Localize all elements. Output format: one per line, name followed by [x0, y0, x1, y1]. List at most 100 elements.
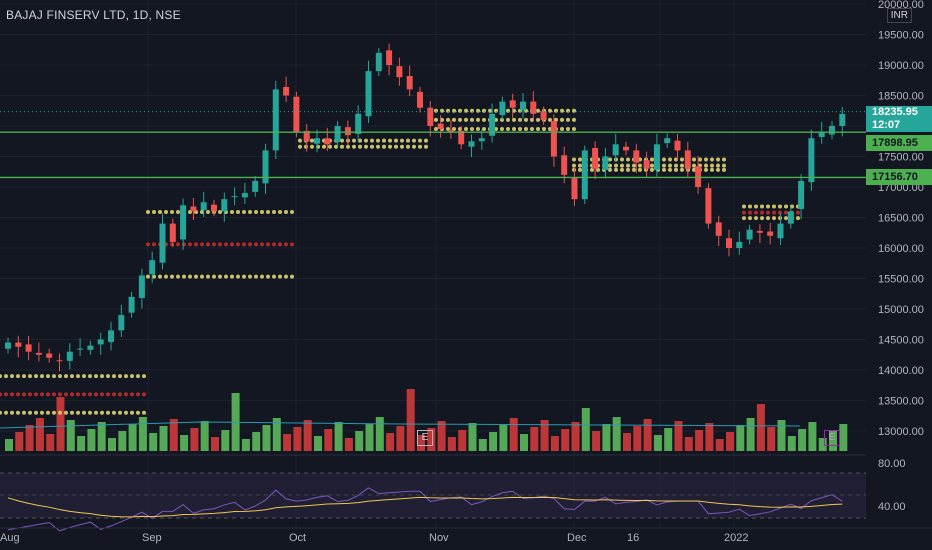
volume-bar [77, 436, 86, 451]
candle-body [293, 96, 300, 133]
indicator-dot [248, 210, 252, 215]
candle-body [169, 223, 176, 242]
volume-bar [777, 420, 786, 451]
candle-body [777, 223, 784, 239]
candle-body [128, 296, 135, 313]
volume-bar [87, 429, 96, 451]
candle-body [35, 352, 42, 355]
indicator-dot [188, 242, 192, 247]
indicator-dot [290, 274, 294, 279]
indicator-dot [578, 167, 582, 172]
candle-body [695, 166, 702, 187]
indicator-dot [230, 274, 234, 279]
indicator-dot [766, 216, 770, 221]
volume-bar [736, 425, 745, 451]
volume-bar [715, 439, 724, 451]
indicator-dot [742, 216, 746, 221]
indicator-dot [82, 374, 86, 379]
indicator-dot [260, 274, 264, 279]
indicator-dot [452, 108, 456, 113]
indicator-dot [754, 210, 758, 215]
indicator-dot [650, 163, 654, 168]
currency-button[interactable]: INR [886, 8, 912, 23]
time-tick-label: Nov [429, 532, 449, 544]
indicator-dot [692, 167, 696, 172]
indicator-dot [76, 410, 80, 415]
candle-body [324, 138, 331, 145]
indicator-dot [4, 410, 8, 415]
indicator-dot [388, 138, 392, 143]
price-tick-label: 19000.00 [878, 60, 924, 72]
time-axis[interactable]: Aug Sep Oct Nov Dec 16 2022 [0, 527, 932, 544]
indicator-dot [58, 392, 62, 397]
event-marker-earnings[interactable]: E [417, 430, 433, 446]
indicator-dot [698, 157, 702, 162]
candle-body [221, 199, 228, 212]
candle-body [56, 360, 63, 362]
price-axis[interactable]: 20000.0019500.0019000.0018500.0018000.00… [878, 0, 924, 513]
volume-bar [664, 428, 673, 451]
horizontal-levels[interactable] [0, 111, 866, 179]
indicator-dot [46, 410, 50, 415]
candle-body [303, 130, 310, 142]
indicator-dot [458, 117, 462, 122]
volume-bar [283, 434, 292, 451]
indicator-dot [52, 374, 56, 379]
indicator-dot [742, 210, 746, 215]
indicator-dot [242, 274, 246, 279]
indicator-dot [82, 392, 86, 397]
indicator-dot [224, 274, 228, 279]
indicator-dot [176, 210, 180, 215]
volume-bar [5, 439, 13, 451]
event-marker-earnings-upcoming[interactable]: E [824, 430, 840, 446]
indicator-dot [572, 163, 576, 168]
indicator-dot [112, 410, 116, 415]
indicator-dot [58, 374, 62, 379]
indicator-dot [722, 157, 726, 162]
level-badge-upper[interactable]: 17898.95 [866, 135, 932, 151]
volume-bar [211, 437, 219, 451]
candle-body [355, 113, 362, 134]
indicator-dot [142, 392, 146, 397]
indicator-dot [608, 167, 612, 172]
level-badge-lower[interactable]: 17156.70 [866, 169, 932, 185]
indicator-dot [784, 210, 788, 215]
candle-body [664, 138, 671, 144]
indicator-dot [614, 167, 618, 172]
indicator-dot [482, 127, 486, 132]
indicator-dot [218, 242, 222, 247]
indicator-dot [76, 374, 80, 379]
time-tick-label: Oct [289, 532, 306, 544]
candle-body [97, 339, 104, 345]
indicator-dot [88, 410, 92, 415]
candle-body [787, 211, 794, 224]
candle-body [406, 75, 413, 90]
indicator-dot [272, 274, 276, 279]
indicator-dot [340, 138, 344, 143]
indicator-dot [614, 163, 618, 168]
price-tick-label: 14500.00 [878, 335, 924, 347]
indicator-dot [130, 410, 134, 415]
indicator-dot [542, 127, 546, 132]
indicator-dot [224, 242, 228, 247]
indicator-dot [560, 127, 564, 132]
candle-body [375, 52, 382, 72]
candle-body [180, 205, 187, 240]
candle-body [66, 351, 73, 361]
indicator-dot [554, 117, 558, 122]
indicator-dot [100, 410, 104, 415]
indicator-dot [212, 274, 216, 279]
volume-bar [818, 438, 827, 451]
volume-bar [447, 437, 456, 451]
volume-bar [406, 389, 415, 451]
indicator-dot [118, 410, 122, 415]
candle-body [314, 138, 320, 144]
indicator-dot [704, 167, 708, 172]
indicator-dot [358, 138, 362, 143]
candle-body [190, 206, 197, 212]
volume-bar [478, 439, 487, 451]
indicator-dot [52, 410, 56, 415]
current-price: 18235.95 [872, 106, 918, 118]
candle-body [241, 193, 248, 198]
